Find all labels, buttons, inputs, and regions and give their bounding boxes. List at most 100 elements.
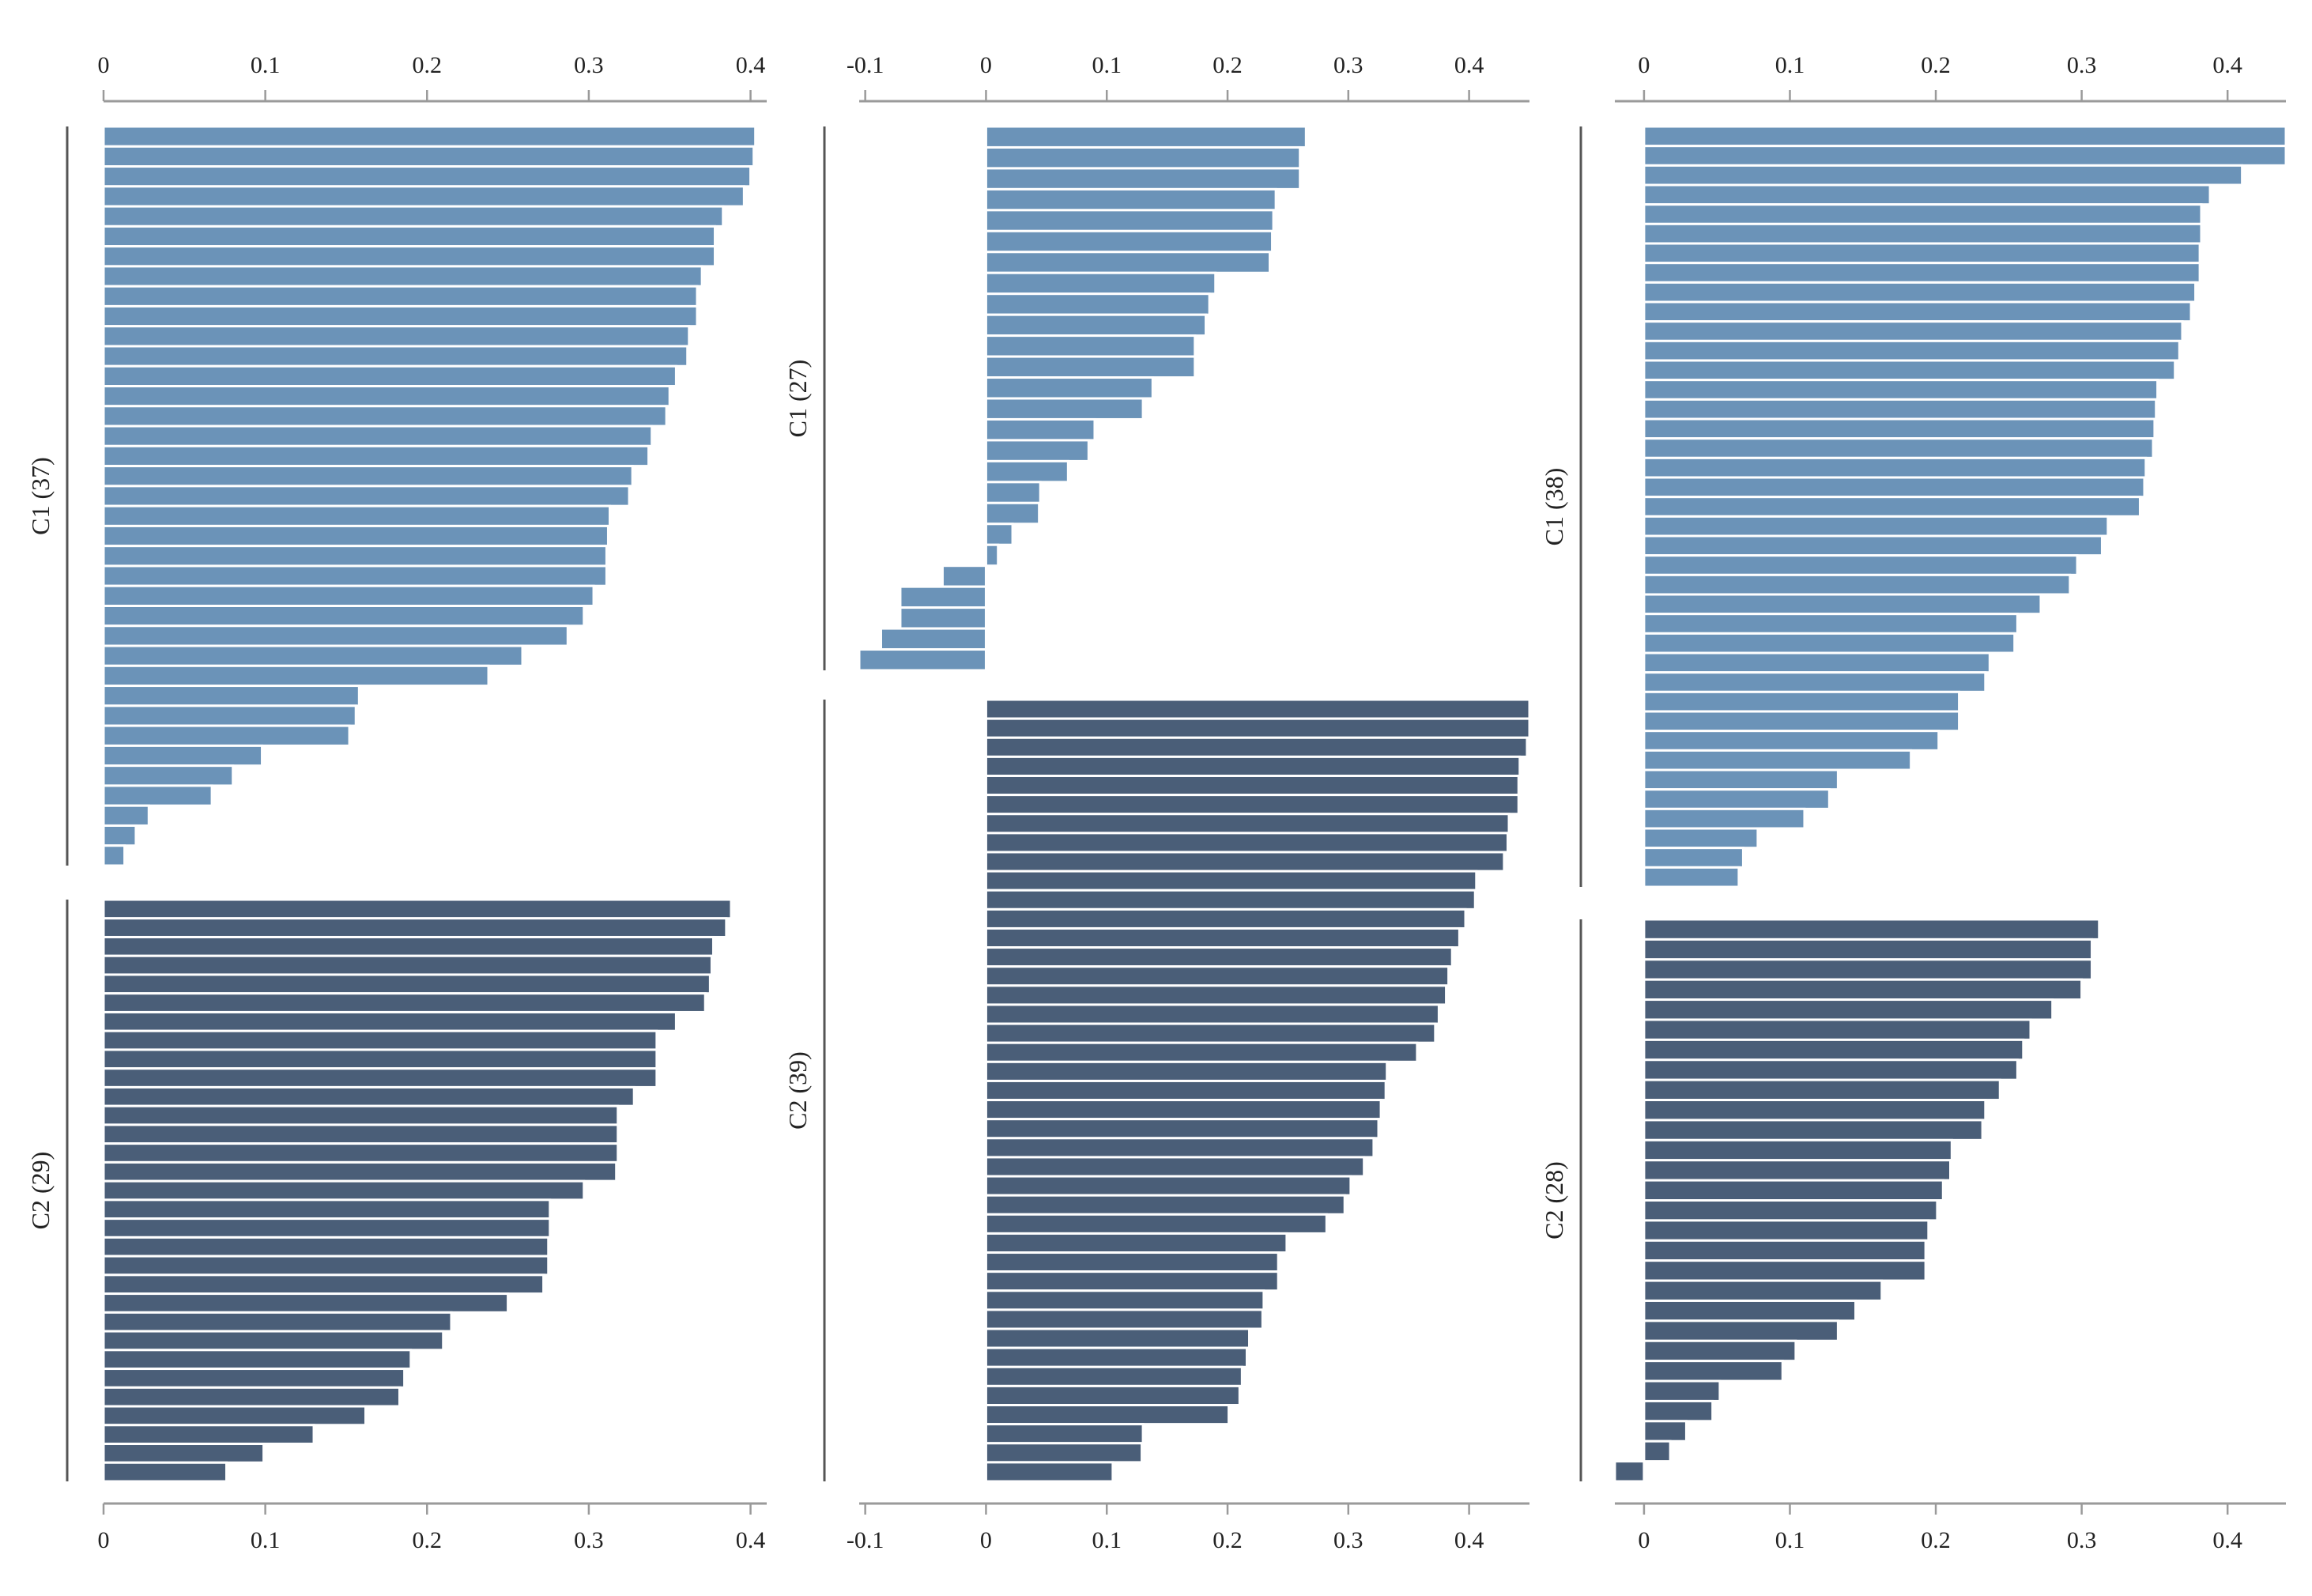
bar	[1643, 242, 2201, 265]
x-tick-label: 0	[1638, 1527, 1650, 1553]
bar	[102, 524, 609, 548]
bar	[1643, 125, 2287, 148]
bar	[102, 1461, 228, 1483]
bar	[1643, 978, 2084, 1002]
bar	[102, 185, 745, 208]
bar	[984, 832, 1509, 854]
bar	[1643, 749, 1913, 772]
bar	[1643, 1038, 2025, 1062]
bar	[984, 794, 1520, 816]
bar	[984, 1175, 1352, 1197]
x-tick-label: 0.1	[251, 52, 281, 78]
bar	[1643, 222, 2203, 245]
bar	[102, 624, 569, 647]
bar	[984, 145, 1302, 170]
bar	[1643, 671, 1987, 693]
bar	[102, 804, 150, 827]
bar	[102, 304, 699, 328]
bar	[102, 1368, 406, 1389]
bar	[1643, 998, 2054, 1021]
group-label: C1 (27)	[783, 360, 812, 438]
bar	[984, 889, 1477, 911]
bar	[102, 1386, 401, 1408]
group-c1: C1 (37)	[26, 125, 757, 867]
bar	[984, 926, 1461, 949]
bar	[984, 984, 1448, 1006]
bar	[102, 744, 264, 768]
x-tick-label: -0.1	[847, 52, 884, 78]
bar	[102, 145, 756, 168]
bar	[102, 1142, 620, 1164]
bar	[984, 1461, 1115, 1483]
bar	[1643, 651, 1991, 674]
bar	[984, 1308, 1264, 1330]
bar	[1643, 710, 1961, 733]
x-tick-label: 0.2	[1213, 52, 1243, 78]
bar	[1643, 958, 2094, 981]
bar	[1643, 554, 2079, 576]
bar	[984, 459, 1069, 484]
bar	[1643, 1299, 1858, 1322]
bar	[1643, 573, 2072, 596]
bar	[984, 1194, 1346, 1216]
group-c2: C2 (39)	[783, 698, 1531, 1483]
bar	[984, 523, 1014, 546]
bar	[984, 851, 1506, 873]
bar	[102, 125, 757, 148]
x-tick-label: 0.3	[1333, 1527, 1363, 1553]
bar	[1643, 359, 2177, 382]
bar	[984, 1099, 1382, 1121]
bar	[984, 209, 1275, 232]
bar	[984, 1003, 1440, 1025]
bar	[984, 755, 1522, 777]
bar	[102, 1273, 545, 1296]
bar	[984, 1137, 1375, 1159]
bar	[984, 1365, 1243, 1387]
bar	[1643, 1420, 1688, 1443]
bar	[984, 907, 1467, 930]
bar	[1643, 515, 2110, 538]
x-tick-label: 0.4	[1454, 52, 1484, 78]
bar	[1643, 1018, 2032, 1041]
x-tick-label: 0.1	[251, 1527, 281, 1553]
bar	[984, 167, 1302, 191]
bar	[984, 229, 1274, 254]
bar	[102, 285, 699, 308]
bar	[1643, 1399, 1714, 1423]
bar	[102, 1349, 413, 1371]
bar	[102, 824, 138, 847]
bar	[1643, 938, 2094, 961]
bar	[1643, 496, 2141, 518]
x-tick-label: 0.2	[1213, 1527, 1243, 1553]
bar	[102, 917, 728, 938]
bar	[102, 1010, 677, 1032]
bar	[102, 224, 717, 248]
bar	[858, 648, 987, 672]
bar	[984, 1022, 1437, 1044]
bar	[984, 736, 1529, 758]
x-tick-label: 0.3	[2067, 1527, 2097, 1553]
bar	[984, 271, 1217, 296]
bar	[984, 251, 1271, 274]
group-c1: C1 (38)	[1540, 125, 2287, 889]
bar	[1643, 534, 2103, 557]
bar	[1643, 203, 2203, 225]
panel-3: 0 0.1 0.2 0.3 0.4 0 0.1 0.2 0.3 0.4 C1 (38) C2 (28)	[1540, 52, 2287, 1553]
bar	[102, 504, 612, 527]
bar	[102, 385, 671, 408]
bar	[1643, 1439, 1672, 1463]
bar	[1643, 1099, 1987, 1122]
bar	[1643, 1360, 1784, 1383]
bar	[102, 424, 654, 447]
group-c1: C1 (27)	[783, 125, 1307, 672]
bar	[102, 898, 733, 920]
bar	[102, 664, 490, 688]
bar	[1643, 1219, 1930, 1242]
bar	[984, 355, 1197, 379]
bar	[1643, 456, 2148, 479]
bar	[102, 545, 608, 568]
bar	[984, 481, 1042, 504]
bar	[984, 813, 1511, 835]
bar	[984, 334, 1197, 358]
group-label: C2 (28)	[1540, 1161, 1568, 1239]
